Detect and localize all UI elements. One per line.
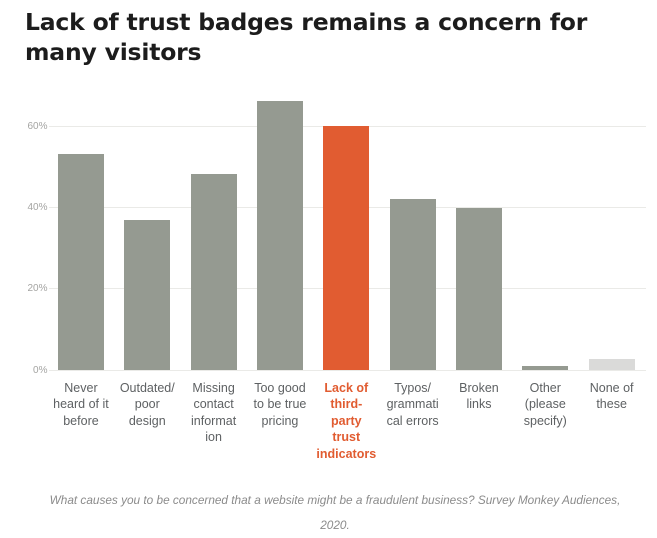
y-tick-label-0: 0%	[33, 364, 48, 376]
x-axis-label-none-of-these: None of these	[589, 380, 634, 412]
x-axis-label-other-please-specify: Other (please specify)	[523, 380, 567, 428]
x-axis-label-typos-grammatical-errors: Typos/ grammati cal errors	[386, 380, 439, 428]
bar-too-good-to-be-true-pricing	[256, 100, 303, 370]
x-axis-label-broken-links: Broken links	[459, 380, 499, 412]
x-axis-label-outdated-poor-design: Outdated/ poor design	[119, 380, 175, 428]
bar-outdated-poor-design	[124, 219, 171, 370]
chart-title: Lack of trust badges remains a concern f…	[25, 8, 588, 66]
bar-never-heard-of-it-before	[57, 153, 104, 370]
y-tick-label-20: 20%	[27, 283, 48, 295]
x-axis-label-missing-contact-information: Missing contact informat ion	[191, 380, 237, 445]
bar-none-of-these	[588, 358, 635, 370]
bar-lack-of-third-party-trust-indicators	[323, 126, 370, 370]
source-caption: What causes you to be concerned that a w…	[49, 493, 621, 532]
x-axis-label-lack-of-third-party-trust-indicators: Lack of third- party trust indicators	[316, 380, 377, 461]
y-tick-label-40: 40%	[27, 202, 48, 214]
bar-broken-links	[455, 207, 502, 370]
x-axis-label-too-good-to-be-true-pricing: Too good to be true pricing	[253, 380, 307, 428]
bar-other-please-specify	[522, 365, 569, 370]
x-axis-label-never-heard-of-it-before: Never heard of it before	[53, 380, 109, 428]
y-tick-label-60: 60%	[27, 120, 48, 132]
bar-typos-grammatical-errors	[389, 198, 436, 370]
gridline-0	[49, 369, 646, 371]
bar-missing-contact-information	[190, 174, 237, 370]
